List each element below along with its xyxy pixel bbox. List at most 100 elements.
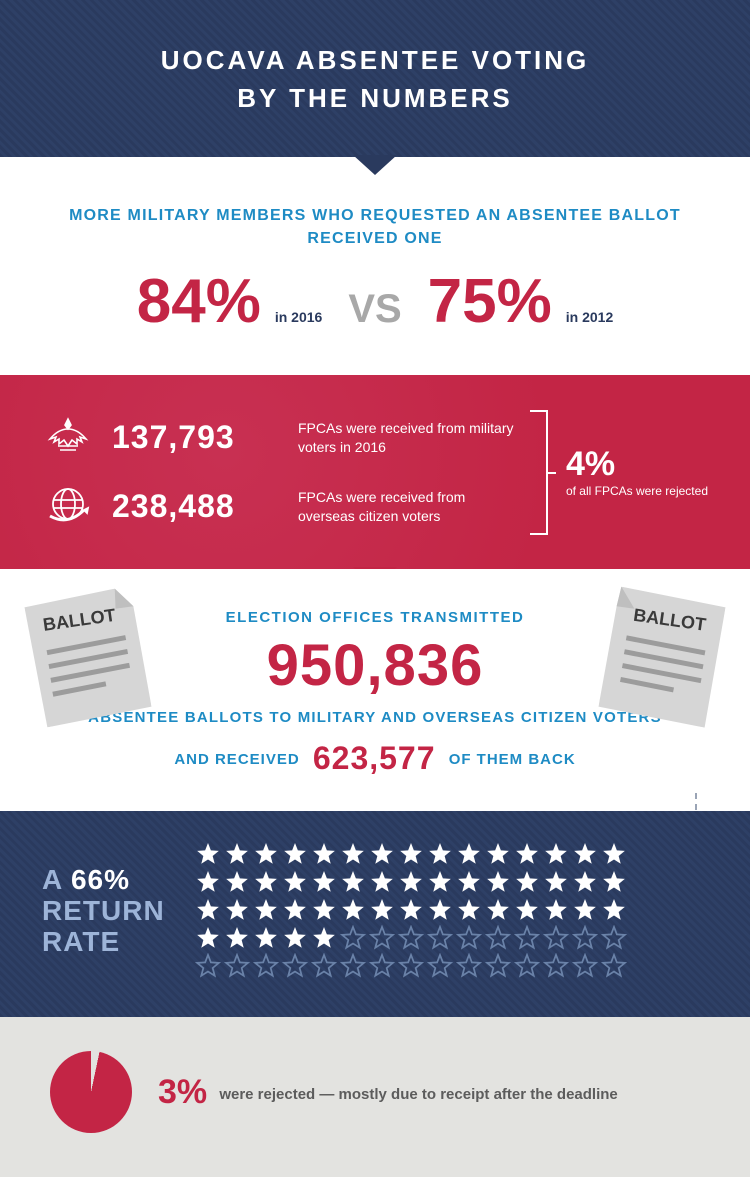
star-filled-icon: [543, 841, 569, 867]
star-outline-icon: [456, 953, 482, 979]
star-filled-icon: [601, 869, 627, 895]
star-outline-icon: [311, 953, 337, 979]
star-outline-icon: [543, 953, 569, 979]
star-outline-icon: [398, 953, 424, 979]
star-filled-icon: [224, 897, 250, 923]
star-filled-icon: [398, 869, 424, 895]
star-filled-icon: [195, 869, 221, 895]
header-banner: UOCAVA ABSENTEE VOTING BY THE NUMBERS: [0, 0, 750, 157]
section-rejected: 3% were rejected — mostly due to receipt…: [0, 1017, 750, 1177]
return-pct: 66%: [71, 864, 130, 895]
return-prefix: A: [42, 864, 62, 895]
star-filled-icon: [427, 841, 453, 867]
star-outline-icon: [224, 953, 250, 979]
star-outline-icon: [398, 925, 424, 951]
star-outline-icon: [572, 953, 598, 979]
ballot-paper-right-icon: BALLOT: [598, 586, 727, 728]
star-filled-icon: [398, 841, 424, 867]
section-comparison: MORE MILITARY MEMBERS WHO REQUESTED AN A…: [0, 157, 750, 375]
star-filled-icon: [456, 841, 482, 867]
fpca-row-military: 137,793 FPCAs were received from militar…: [42, 403, 526, 472]
star-filled-icon: [195, 897, 221, 923]
return-word-2: RATE: [42, 927, 165, 958]
compare-right-year: in 2012: [566, 309, 613, 325]
star-filled-icon: [427, 897, 453, 923]
star-outline-icon: [427, 953, 453, 979]
star-filled-icon: [311, 869, 337, 895]
ballot-paper-left-icon: BALLOT: [24, 586, 153, 728]
star-filled-icon: [485, 869, 511, 895]
star-outline-icon: [572, 925, 598, 951]
star-filled-icon: [572, 897, 598, 923]
star-filled-icon: [456, 869, 482, 895]
comparison-subhead: MORE MILITARY MEMBERS WHO REQUESTED AN A…: [50, 205, 700, 250]
star-filled-icon: [311, 897, 337, 923]
fpca-reject-text: of all FPCAs were rejected: [566, 484, 708, 500]
star-filled-icon: [398, 897, 424, 923]
star-outline-icon: [195, 953, 221, 979]
star-filled-icon: [514, 897, 540, 923]
ballots-received-row: AND RECEIVED 623,577 OF THEM BACK: [174, 740, 575, 777]
star-filled-icon: [282, 925, 308, 951]
star-filled-icon: [253, 897, 279, 923]
ballots-r2b: OF THEM BACK: [449, 751, 576, 768]
star-filled-icon: [282, 841, 308, 867]
star-filled-icon: [543, 897, 569, 923]
star-outline-icon: [543, 925, 569, 951]
star-filled-icon: [311, 925, 337, 951]
star-outline-icon: [340, 925, 366, 951]
star-filled-icon: [195, 925, 221, 951]
star-filled-icon: [514, 841, 540, 867]
star-outline-icon: [456, 925, 482, 951]
header-triangle: [353, 155, 397, 175]
star-outline-icon: [282, 953, 308, 979]
star-outline-icon: [601, 925, 627, 951]
fpca-overseas-text: FPCAs were received from overseas citize…: [298, 488, 526, 526]
star-outline-icon: [485, 953, 511, 979]
page-title: UOCAVA ABSENTEE VOTING BY THE NUMBERS: [30, 42, 720, 117]
fpca-row-overseas: 238,488 FPCAs were received from oversea…: [42, 472, 526, 541]
star-filled-icon: [311, 841, 337, 867]
star-filled-icon: [369, 897, 395, 923]
rejected-pct: 3%: [158, 1073, 207, 1111]
section-fpca: 137,793 FPCAs were received from militar…: [0, 375, 750, 569]
star-filled-icon: [253, 841, 279, 867]
rejected-text: were rejected — mostly due to receipt af…: [219, 1086, 617, 1103]
fpca-reject-pct: 4%: [566, 445, 708, 484]
star-filled-icon: [224, 925, 250, 951]
return-rate-label: A 66% RETURN RATE: [42, 865, 165, 957]
fpca-overseas-num: 238,488: [112, 488, 280, 525]
comparison-row: 84% in 2016 VS 75% in 2012: [50, 266, 700, 337]
star-outline-icon: [369, 953, 395, 979]
star-filled-icon: [340, 841, 366, 867]
pie-chart-icon: [50, 1051, 132, 1133]
star-outline-icon: [514, 953, 540, 979]
star-filled-icon: [572, 869, 598, 895]
section-ballots: BALLOT BALLOT ELECTION OFFICES TRANSMITT…: [0, 569, 750, 811]
star-filled-icon: [485, 841, 511, 867]
title-line-2: BY THE NUMBERS: [237, 83, 513, 113]
star-filled-icon: [253, 869, 279, 895]
star-filled-icon: [572, 841, 598, 867]
compare-right-pct: 75%: [428, 266, 552, 337]
rejected-text-row: 3% were rejected — mostly due to receipt…: [158, 1073, 618, 1112]
bracket-icon: [530, 410, 548, 535]
return-word-1: RETURN: [42, 896, 165, 927]
star-filled-icon: [340, 897, 366, 923]
fpca-military-num: 137,793: [112, 419, 280, 456]
eagle-icon: [42, 413, 94, 462]
ballots-received: 623,577: [313, 740, 436, 776]
star-filled-icon: [253, 925, 279, 951]
fpca-military-text: FPCAs were received from military voters…: [298, 419, 526, 457]
star-filled-icon: [601, 841, 627, 867]
star-filled-icon: [340, 869, 366, 895]
star-outline-icon: [253, 953, 279, 979]
star-filled-icon: [369, 869, 395, 895]
title-line-1: UOCAVA ABSENTEE VOTING: [161, 45, 590, 75]
star-filled-icon: [369, 841, 395, 867]
star-filled-icon: [282, 897, 308, 923]
star-grid: [195, 841, 708, 981]
star-filled-icon: [282, 869, 308, 895]
globe-arrow-icon: [42, 482, 94, 531]
star-filled-icon: [224, 869, 250, 895]
